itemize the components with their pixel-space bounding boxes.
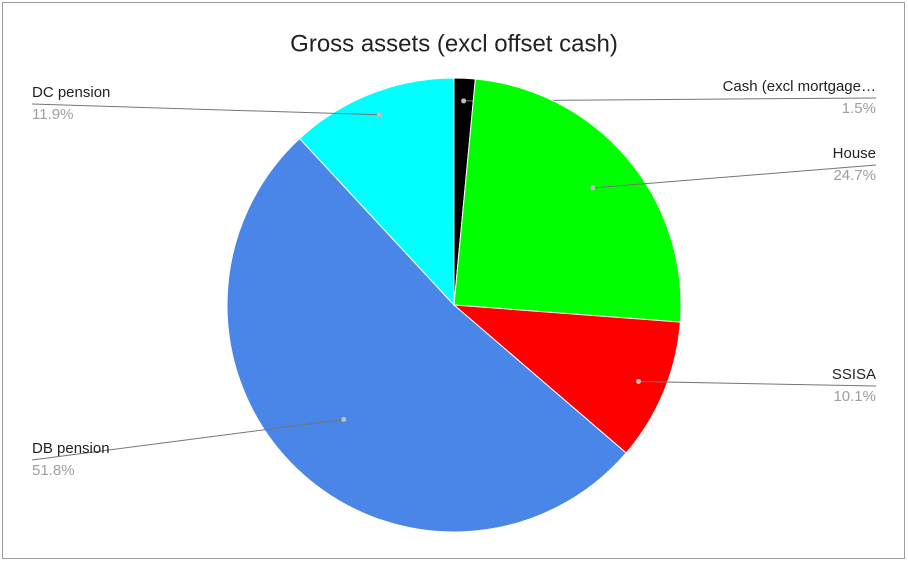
- pie-slice: [452, 304, 681, 454]
- slice-value: 11.9%: [32, 106, 73, 123]
- leader-dot: [590, 185, 596, 191]
- slice-label: House: [833, 145, 876, 162]
- leader-dot: [341, 416, 347, 422]
- pie-slice: [226, 137, 627, 533]
- leader-line: [31, 103, 380, 116]
- slice-value: 1.5%: [842, 100, 876, 117]
- slice-label: SSISA: [832, 366, 876, 383]
- leader-dot: [636, 378, 642, 384]
- slice-value: 10.1%: [833, 388, 876, 405]
- pie-slice: [453, 78, 682, 323]
- leader-dot: [376, 112, 382, 118]
- leader-line: [31, 418, 344, 461]
- slice-value: 51.8%: [32, 462, 75, 479]
- slice-label: DC pension: [32, 84, 110, 101]
- pie-slice: [298, 77, 455, 307]
- slice-label: DB pension: [32, 440, 110, 457]
- slice-label: Cash (excl mortgage…: [723, 78, 876, 95]
- leader-dot: [461, 98, 467, 104]
- chart-title: Gross assets (excl offset cash): [290, 30, 618, 57]
- leader-line: [638, 380, 877, 387]
- leader-line: [592, 164, 877, 189]
- slice-value: 24.7%: [833, 167, 876, 184]
